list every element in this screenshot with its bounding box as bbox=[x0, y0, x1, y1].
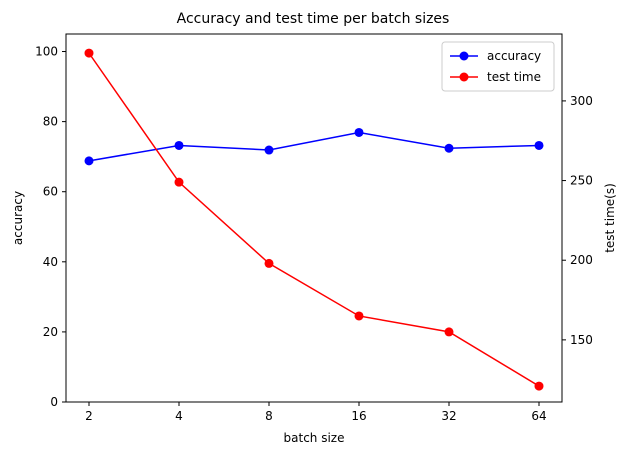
x-tick-label-16: 16 bbox=[351, 409, 366, 423]
legend-marker-accuracy bbox=[459, 51, 469, 61]
legend-box bbox=[441, 41, 555, 92]
y-left-tick-label-20: 20 bbox=[43, 325, 58, 339]
x-tick-label-64: 64 bbox=[531, 409, 546, 423]
point-accuracy-16 bbox=[354, 127, 364, 137]
point-accuracy-32 bbox=[444, 143, 454, 153]
point-test-time-4 bbox=[174, 177, 184, 187]
point-accuracy-2 bbox=[84, 156, 94, 166]
point-test-time-64 bbox=[534, 381, 544, 391]
legend-marker-test-time bbox=[459, 72, 469, 82]
y-right-tick-label-150: 150 bbox=[570, 333, 593, 347]
series-line-test-time bbox=[88, 52, 540, 387]
point-test-time-16 bbox=[354, 311, 364, 321]
legend: accuracy test time bbox=[441, 41, 555, 92]
chart-title: Accuracy and test time per batch sizes bbox=[177, 11, 450, 27]
y-left-tick-label-80: 80 bbox=[43, 115, 58, 129]
legend-label-test-time: test time bbox=[487, 70, 541, 84]
legend-label-accuracy: accuracy bbox=[487, 49, 541, 63]
y-axis-label-right: test time(s) bbox=[603, 183, 617, 253]
y-right-tick-label-200: 200 bbox=[570, 253, 593, 267]
y-left-tick-label-0: 0 bbox=[50, 395, 58, 409]
y-right-tick-label-300: 300 bbox=[570, 94, 593, 108]
point-test-time-8 bbox=[264, 258, 274, 268]
y-left-tick-label-100: 100 bbox=[35, 45, 58, 59]
x-tick-label-8: 8 bbox=[265, 409, 273, 423]
y-left-tick-label-60: 60 bbox=[43, 185, 58, 199]
axes: 2 4 8 16 32 64 0 20 40 60 80 100 150 200 250 300 bbox=[35, 45, 593, 423]
point-test-time-32 bbox=[444, 327, 454, 337]
point-accuracy-4 bbox=[174, 140, 184, 150]
point-accuracy-64 bbox=[534, 140, 544, 150]
series-line-accuracy bbox=[88, 131, 540, 162]
y-axis-label-left: accuracy bbox=[11, 191, 25, 245]
plot-area bbox=[84, 48, 544, 391]
x-tick-label-2: 2 bbox=[85, 409, 93, 423]
point-test-time-2 bbox=[84, 48, 94, 58]
y-right-tick-label-250: 250 bbox=[570, 174, 593, 188]
x-axis-label: batch size bbox=[284, 431, 345, 445]
plot-frame bbox=[65, 33, 563, 403]
point-accuracy-8 bbox=[264, 145, 274, 155]
x-tick-label-32: 32 bbox=[441, 409, 456, 423]
x-tick-label-4: 4 bbox=[175, 409, 183, 423]
y-left-tick-label-40: 40 bbox=[43, 255, 58, 269]
